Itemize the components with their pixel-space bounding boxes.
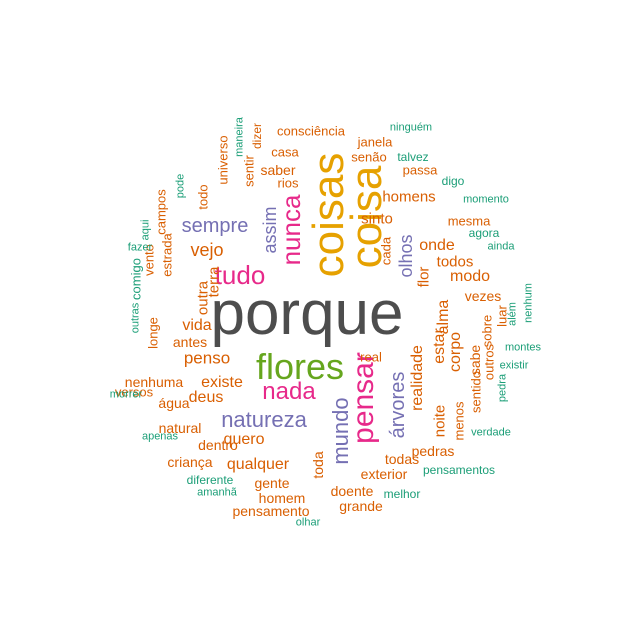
word-agora: agora <box>468 226 500 240</box>
word-consciencia: consciência <box>277 123 345 139</box>
word-nada: nada <box>262 378 316 405</box>
word-comigo: comigo <box>128 258 144 300</box>
word-outras: outras <box>129 302 142 334</box>
word-exterior: exterior <box>360 466 408 482</box>
word-passa: passa <box>402 162 438 178</box>
word-toda: toda <box>310 451 326 479</box>
word-realidade: realidade <box>409 345 426 411</box>
word-natural: natural <box>158 420 202 436</box>
word-dentro: dentro <box>198 437 238 453</box>
word-verdade: verdade <box>471 426 511 439</box>
word-pensamento: pensamento <box>232 503 310 519</box>
word-melhor: melhor <box>383 487 421 501</box>
word-grande: grande <box>339 498 383 514</box>
word-natureza: natureza <box>221 407 307 432</box>
word-homem: homem <box>258 490 306 506</box>
word-sempre: sempre <box>181 215 249 237</box>
word-pensar: pensar <box>347 352 380 444</box>
word-todos: todos <box>436 253 474 271</box>
word-assim: assim <box>260 206 280 254</box>
word-sobre: sobre <box>479 314 495 348</box>
word-fazer: fazer <box>127 241 153 254</box>
word-diferente: diferente <box>186 473 234 487</box>
word-todas: todas <box>384 451 420 467</box>
word-existe: existe <box>201 374 243 391</box>
word-outra: outra <box>194 280 212 316</box>
word-olhos: olhos <box>396 234 416 278</box>
word-vida: vida <box>182 317 212 334</box>
word-arvores: árvores <box>387 371 409 439</box>
word-momento: momento <box>463 193 509 206</box>
word-gente: gente <box>254 475 290 491</box>
word-universo: universo <box>215 135 231 185</box>
word-janela: janela <box>357 134 393 150</box>
word-mesma: mesma <box>447 213 491 229</box>
word-olhar: olhar <box>295 516 321 529</box>
word-quero: quero <box>223 431 265 448</box>
word-penso: penso <box>183 348 231 368</box>
word-casa: casa <box>271 144 299 160</box>
word-pode: pode <box>174 173 187 199</box>
word-alma: alma <box>435 299 452 335</box>
word-agua: água <box>158 395 190 411</box>
word-doente: doente <box>330 483 374 499</box>
word-menos: menos <box>451 401 467 441</box>
word-pedra: pedra <box>496 373 509 403</box>
word-outros: outros <box>481 343 497 381</box>
word-nenhum: nenhum <box>522 283 535 323</box>
word-maneira: maneira <box>233 117 246 157</box>
word-aqui: aqui <box>139 219 152 241</box>
word-rios: rios <box>277 175 299 191</box>
word-digo: digo <box>441 174 465 188</box>
word-amanha: amanhã <box>197 486 237 499</box>
word-nenhuma: nenhuma <box>124 374 184 390</box>
word-senao: senão <box>351 149 387 165</box>
word-noite: noite <box>431 404 449 438</box>
word-nunca: nunca <box>276 194 306 266</box>
word-vezes: vezes <box>464 288 502 304</box>
word-existir: existir <box>499 359 529 372</box>
word-ainda: ainda <box>487 240 515 253</box>
word-campos: campos <box>153 189 169 235</box>
word-pedras: pedras <box>411 443 455 459</box>
word-porque: porque <box>210 279 404 348</box>
word-modo: modo <box>449 268 491 285</box>
word-deus: deus <box>188 389 224 406</box>
word-corpo: corpo <box>447 331 464 373</box>
word-apenas: apenas <box>141 430 179 443</box>
word-pensamentos: pensamentos <box>422 463 496 477</box>
word-tudo: tudo <box>214 260 266 290</box>
word-sinto: sinto <box>361 210 393 228</box>
word-sentir: sentir <box>241 155 257 187</box>
word-longe: longe <box>145 317 161 349</box>
word-talvez: talvez <box>397 150 429 164</box>
word-vejo: vejo <box>190 240 224 260</box>
word-versos: versos <box>114 384 154 400</box>
word-mundo: mundo <box>328 397 353 465</box>
word-qualquer: qualquer <box>226 456 290 473</box>
word-cada: cada <box>378 236 394 266</box>
word-montes: montes <box>504 341 542 354</box>
word-ninguem: ninguém <box>389 121 433 134</box>
word-antes: antes <box>172 334 208 350</box>
word-saber: saber <box>260 162 296 178</box>
word-morrer: morrer <box>109 388 143 401</box>
word-onde: onde <box>419 237 455 254</box>
word-alem: além <box>506 302 519 326</box>
word-crianca: criança <box>167 454 213 470</box>
word-estrada: estrada <box>159 233 175 277</box>
word-flor: flor <box>415 266 433 288</box>
word-real: real <box>360 349 382 365</box>
word-todo: todo <box>195 184 211 210</box>
word-homens: homens <box>382 188 436 206</box>
word-sabe: sabe <box>467 344 483 376</box>
word-dizer: dizer <box>250 122 264 150</box>
word-flores: flores <box>255 346 345 387</box>
